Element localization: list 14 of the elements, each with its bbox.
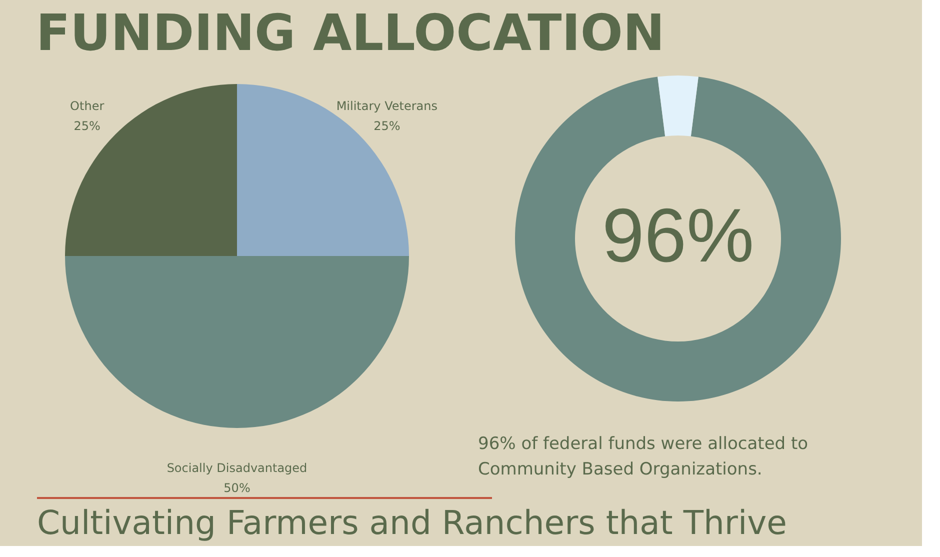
pie-slice [65, 84, 237, 256]
slice-label: Socially Disadvantaged [166, 461, 308, 475]
donut-slice [515, 76, 841, 402]
data-label: 25% [74, 119, 100, 134]
text: 96% of federal funds were allocated to Community Based Organizations. [478, 434, 808, 480]
slice-label: Other [70, 99, 104, 114]
donut-slice [658, 76, 698, 136]
slice-label: Military Veterans [336, 99, 438, 114]
data-label: 96% [602, 194, 754, 278]
data-label: 50% [224, 481, 250, 495]
text: Cultivating Farmers and Ranchers that Thrive [37, 503, 787, 542]
data-label: 25% [374, 119, 400, 134]
pie-slice [65, 256, 409, 428]
chart-title: FUNDING ALLOCATION [36, 4, 665, 62]
